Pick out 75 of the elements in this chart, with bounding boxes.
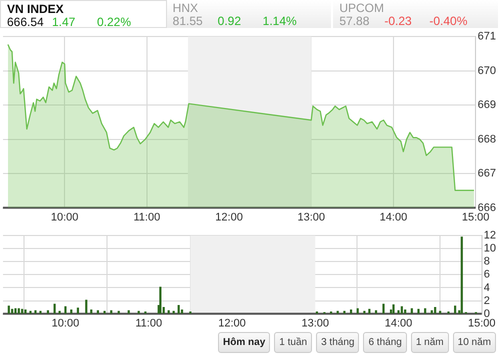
bar: [356, 308, 359, 314]
bar: [76, 308, 80, 314]
x-tick-label: 10:00: [52, 317, 80, 330]
range-button[interactable]: 10 năm: [452, 332, 496, 353]
bar: [8, 306, 10, 314]
bar: [128, 310, 130, 314]
text: 57.88: [339, 14, 370, 28]
y-tick-label: 12: [484, 230, 496, 242]
chart-title: VN INDEX: [7, 2, 65, 16]
bar: [96, 310, 99, 314]
bar: [430, 310, 433, 314]
text: 666.54: [7, 15, 45, 29]
bar: [159, 286, 162, 314]
y-tick-label: 10: [484, 242, 496, 255]
bar: [392, 304, 395, 314]
bar: [404, 310, 406, 314]
y-tick-label: 666: [478, 202, 496, 214]
x-tick-label: 13:00: [297, 211, 326, 224]
bar: [118, 310, 120, 314]
bar: [410, 308, 413, 314]
x-tick-label: 11:00: [135, 317, 162, 330]
y-tick-label: 670: [478, 64, 496, 77]
bar: [110, 310, 112, 314]
y-tick-label: 669: [478, 99, 496, 112]
y-tick-label: 8: [484, 256, 490, 268]
x-tick-label: 14:00: [384, 317, 412, 330]
bar: [24, 310, 27, 314]
y-tick-label: 2: [484, 294, 490, 307]
bar: [382, 304, 385, 314]
text: HNX: [172, 1, 200, 15]
range-button[interactable]: Hôm nay: [218, 332, 270, 353]
range-button[interactable]: 1 tuần: [274, 332, 312, 353]
bar: [454, 306, 456, 314]
bar: [46, 310, 50, 314]
x-tick-label: 12:00: [215, 211, 243, 224]
range-button[interactable]: 6 tháng: [363, 332, 407, 353]
bar: [460, 236, 463, 314]
text: 1.14%: [262, 14, 298, 28]
text: -0.40%: [429, 14, 468, 28]
y-tick-label: 668: [478, 133, 496, 146]
bar: [54, 304, 56, 314]
range-button[interactable]: 1 năm: [410, 332, 449, 353]
bar: [397, 310, 400, 314]
bar: [70, 310, 72, 314]
bar: [85, 300, 88, 314]
bar: [172, 310, 175, 314]
bar: [178, 305, 180, 314]
y-tick-label: 671: [478, 30, 496, 43]
bar: [168, 310, 170, 314]
x-tick-label: 10:00: [50, 211, 78, 224]
x-tick-label: 14:00: [380, 211, 408, 224]
y-tick-label: 6: [484, 268, 490, 281]
x-tick-label: 11:00: [133, 211, 160, 224]
bar: [434, 306, 436, 314]
bar: [350, 310, 352, 314]
bar: [90, 310, 92, 314]
x-tick-label: 15:00: [462, 211, 490, 224]
x-tick-label: 13:00: [301, 317, 330, 330]
bar: [34, 310, 37, 314]
text: -0.23: [384, 14, 413, 28]
bar: [18, 308, 20, 314]
y-tick-label: 0: [484, 308, 490, 320]
bar: [138, 310, 140, 314]
text: UPCOM: [339, 1, 386, 15]
text: 0.92: [218, 14, 242, 28]
x-tick-label: 15:00: [468, 317, 496, 330]
y-tick-label: 4: [484, 282, 490, 294]
text: 81.55: [172, 14, 204, 28]
text: 0.22%: [97, 15, 132, 29]
text: 1.47: [52, 15, 76, 29]
bar: [374, 310, 378, 314]
y-tick-label: 667: [478, 168, 496, 180]
bar: [336, 310, 339, 314]
x-tick-label: 12:00: [218, 317, 246, 330]
range-button[interactable]: 3 tháng: [316, 332, 360, 353]
